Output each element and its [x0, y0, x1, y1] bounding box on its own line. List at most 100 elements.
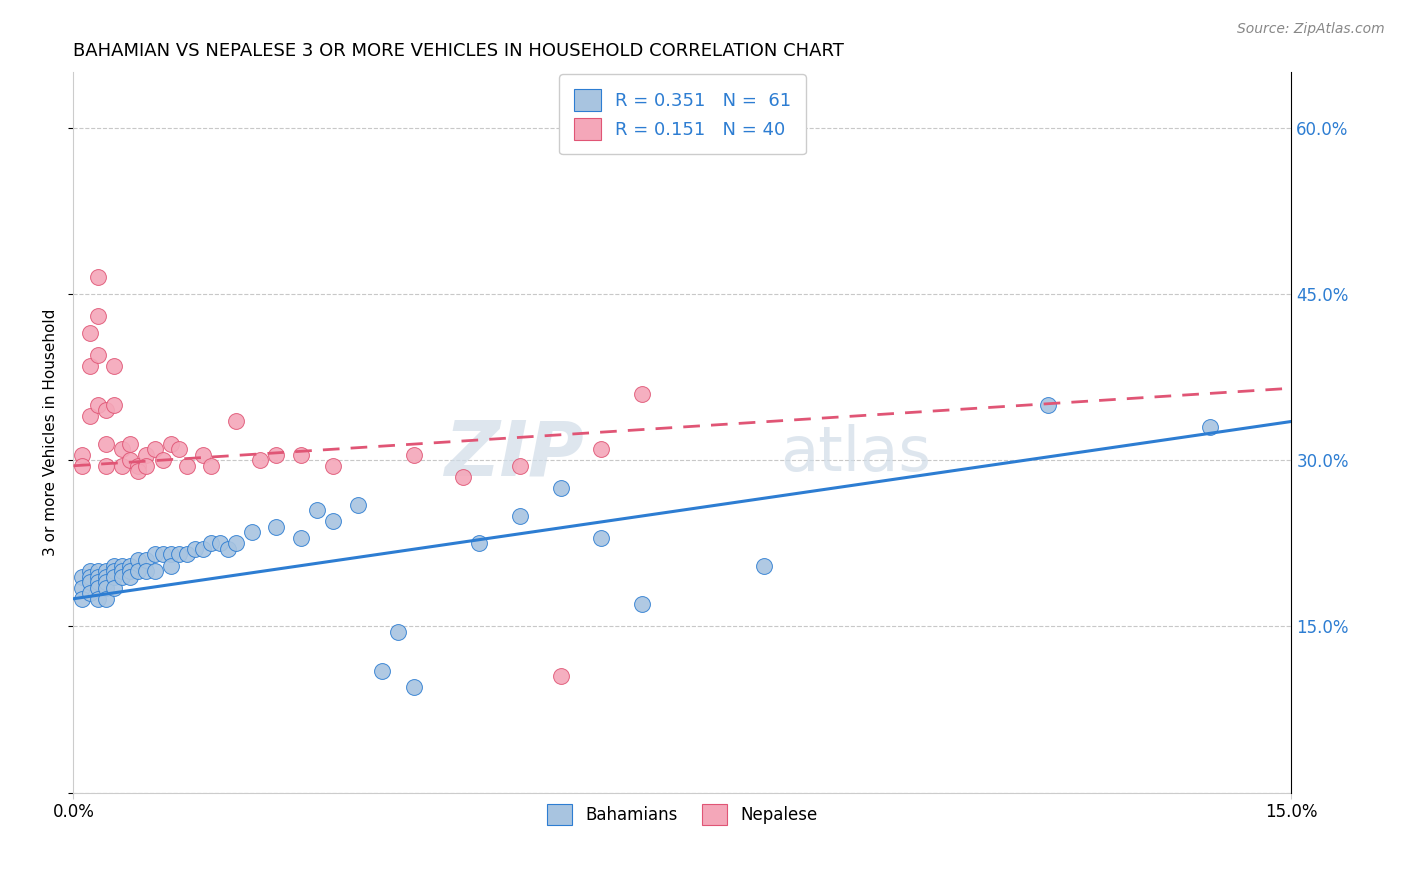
Point — [290, 531, 312, 545]
Point — [143, 548, 166, 562]
Point — [290, 448, 312, 462]
Point — [160, 558, 183, 573]
Point — [127, 458, 149, 473]
Point — [79, 409, 101, 423]
Point — [94, 458, 117, 473]
Point — [103, 558, 125, 573]
Text: BAHAMIAN VS NEPALESE 3 OR MORE VEHICLES IN HOUSEHOLD CORRELATION CHART: BAHAMIAN VS NEPALESE 3 OR MORE VEHICLES … — [73, 42, 844, 60]
Point — [79, 586, 101, 600]
Point — [94, 569, 117, 583]
Point — [266, 448, 288, 462]
Point — [94, 591, 117, 606]
Point — [111, 564, 134, 578]
Point — [225, 414, 247, 428]
Point — [87, 309, 110, 323]
Point — [94, 564, 117, 578]
Point — [752, 558, 775, 573]
Point — [630, 386, 652, 401]
Point — [550, 481, 572, 495]
Point — [193, 541, 215, 556]
Point — [111, 458, 134, 473]
Point — [184, 541, 207, 556]
Point — [305, 503, 328, 517]
Point — [120, 564, 142, 578]
Point — [135, 553, 157, 567]
Point — [152, 453, 174, 467]
Point — [387, 625, 409, 640]
Point — [70, 581, 93, 595]
Point — [322, 514, 344, 528]
Point — [87, 564, 110, 578]
Point — [266, 519, 288, 533]
Point — [509, 508, 531, 523]
Point — [208, 536, 231, 550]
Point — [200, 536, 222, 550]
Point — [70, 458, 93, 473]
Point — [135, 448, 157, 462]
Point — [120, 436, 142, 450]
Point — [404, 448, 426, 462]
Point — [135, 458, 157, 473]
Point — [70, 591, 93, 606]
Point — [160, 436, 183, 450]
Point — [193, 448, 215, 462]
Point — [94, 581, 117, 595]
Point — [630, 597, 652, 611]
Text: atlas: atlas — [780, 425, 931, 484]
Point — [322, 458, 344, 473]
Point — [87, 270, 110, 285]
Point — [103, 359, 125, 373]
Point — [135, 564, 157, 578]
Point — [87, 575, 110, 590]
Point — [79, 326, 101, 340]
Y-axis label: 3 or more Vehicles in Household: 3 or more Vehicles in Household — [44, 309, 58, 557]
Legend: Bahamians, Nepalese: Bahamians, Nepalese — [537, 795, 828, 835]
Point — [94, 436, 117, 450]
Text: ZIP: ZIP — [446, 417, 585, 491]
Point — [120, 558, 142, 573]
Point — [167, 548, 190, 562]
Point — [103, 581, 125, 595]
Point — [103, 569, 125, 583]
Point — [111, 558, 134, 573]
Point — [152, 548, 174, 562]
Point — [94, 575, 117, 590]
Point — [94, 403, 117, 417]
Point — [1199, 420, 1222, 434]
Point — [87, 569, 110, 583]
Point — [143, 564, 166, 578]
Point — [79, 564, 101, 578]
Point — [143, 442, 166, 457]
Point — [127, 564, 149, 578]
Point — [217, 541, 239, 556]
Point — [111, 569, 134, 583]
Point — [591, 442, 613, 457]
Point — [591, 531, 613, 545]
Point — [87, 581, 110, 595]
Point — [1036, 398, 1059, 412]
Point — [79, 569, 101, 583]
Point — [249, 453, 271, 467]
Point — [87, 591, 110, 606]
Point — [127, 464, 149, 478]
Point — [240, 525, 263, 540]
Point — [509, 458, 531, 473]
Point — [87, 398, 110, 412]
Point — [103, 564, 125, 578]
Point — [111, 442, 134, 457]
Point — [200, 458, 222, 473]
Point — [176, 548, 198, 562]
Point — [468, 536, 491, 550]
Point — [451, 470, 474, 484]
Point — [79, 575, 101, 590]
Point — [160, 548, 183, 562]
Point — [79, 359, 101, 373]
Point — [103, 398, 125, 412]
Point — [176, 458, 198, 473]
Point — [225, 536, 247, 550]
Point — [120, 453, 142, 467]
Point — [70, 448, 93, 462]
Point — [550, 669, 572, 683]
Text: Source: ZipAtlas.com: Source: ZipAtlas.com — [1237, 22, 1385, 37]
Point — [167, 442, 190, 457]
